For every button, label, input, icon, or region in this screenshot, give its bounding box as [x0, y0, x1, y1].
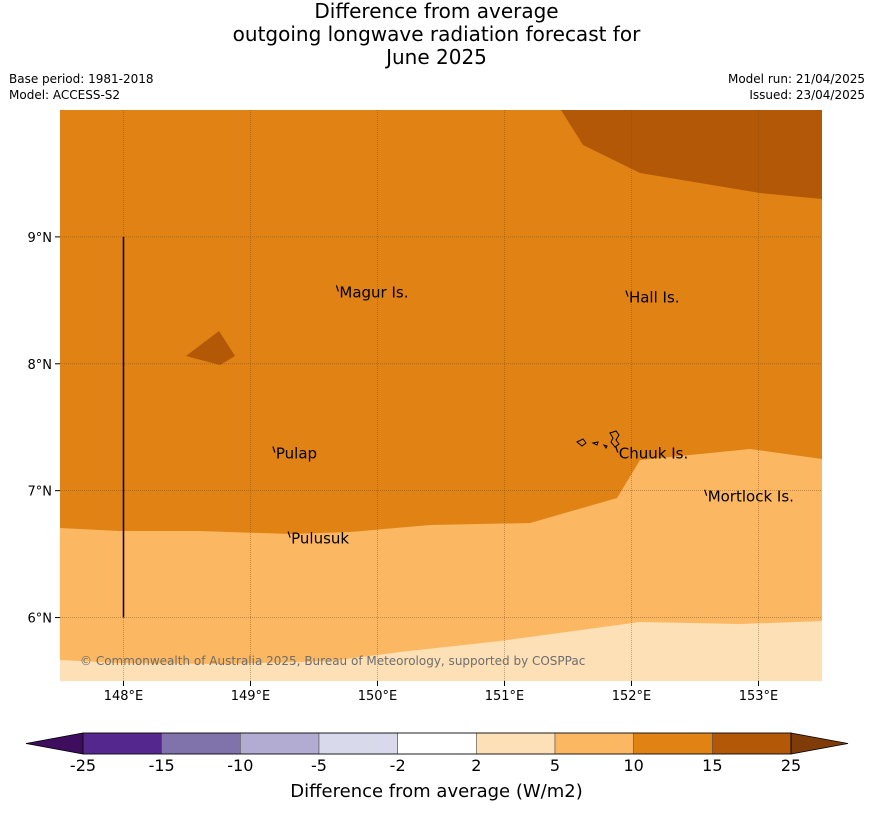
colorbar-tick-label: -10 — [227, 756, 254, 775]
place-label: Chuuk Is. — [619, 445, 688, 463]
colorbar-tick-label: -25 — [69, 756, 97, 775]
colorbar-bin — [318, 732, 398, 755]
lon-tick-label: 148°E — [104, 689, 144, 704]
base-period: Base period: 1981-2018 — [9, 72, 154, 86]
title-line-2: outgoing longwave radiation forecast for — [232, 22, 641, 46]
chuuk-islands-outline — [576, 430, 620, 449]
place-label: Magur Is. — [339, 283, 408, 301]
place-label: Mortlock Is. — [708, 488, 794, 506]
colorbar-tick-label: 25 — [780, 756, 802, 775]
lon-tick-label: 152°E — [612, 689, 652, 704]
island-marker — [615, 446, 619, 453]
colorbar-tick-label: -2 — [389, 756, 406, 775]
model-run-date: Model run: 21/04/2025 — [727, 72, 865, 86]
lat-tick-label: 6°N — [28, 612, 53, 627]
colorbar-tick-label: 5 — [549, 756, 561, 775]
lon-tick-label: 153°E — [739, 689, 779, 704]
colorbar — [25, 732, 849, 755]
place-label: Pulusuk — [291, 530, 349, 548]
colorbar-bin — [82, 732, 162, 755]
colorbar-bin — [554, 732, 634, 755]
island-marker — [704, 489, 708, 496]
island-marker — [287, 531, 291, 538]
island-marker — [625, 290, 629, 297]
colorbar-bin — [397, 732, 477, 755]
colorbar-tick-label: -5 — [311, 756, 327, 775]
lon-tick-label: 149°E — [231, 689, 271, 704]
map-title: Difference from average outgoing longwav… — [0, 0, 873, 69]
colorbar-tick-label: -15 — [148, 756, 175, 775]
colorbar-extend-min — [25, 732, 84, 755]
colorbar-frame — [82, 732, 792, 755]
model-name: Model: ACCESS-S2 — [9, 88, 121, 102]
colorbar-extend-max — [790, 732, 849, 755]
lon-tick-label: 151°E — [485, 689, 525, 704]
lat-tick-label: 8°N — [28, 358, 53, 373]
place-label: Hall Is. — [629, 289, 680, 307]
place-label: Pulap — [276, 445, 317, 463]
lon-tick-label: 150°E — [358, 689, 398, 704]
copyright-credit: © Commonwealth of Australia 2025, Bureau… — [80, 654, 585, 668]
colorbar-bin — [633, 732, 713, 755]
anomaly-patch-15-25 — [186, 331, 235, 365]
lat-tick-label: 7°N — [28, 485, 53, 500]
meta-right: Model run: 21/04/2025 Issued: 23/04/2025 — [728, 71, 865, 103]
colorbar-title: Difference from average (W/m2) — [290, 781, 583, 802]
title-line-1: Difference from average — [314, 0, 559, 23]
meta-left: Base period: 1981-2018 Model: ACCESS-S2 — [9, 71, 154, 103]
lat-tick-label: 9°N — [28, 231, 53, 246]
colorbar-tick-label: 15 — [702, 756, 723, 775]
anomaly-band-15-25 — [561, 110, 822, 199]
title-line-3: June 2025 — [386, 45, 487, 69]
island-marker — [272, 446, 276, 453]
colorbar-tick-label: 2 — [471, 756, 482, 775]
issued-date: Issued: 23/04/2025 — [749, 88, 865, 102]
colorbar-bin — [161, 732, 241, 755]
colorbar-tick-label: 10 — [623, 756, 644, 775]
colorbar-bin — [476, 732, 556, 755]
olr-map: 148°E 149°E 150°E 151°E 152°E 153°E 9°N 8°N 7°N 6… — [28, 110, 822, 704]
colorbar-bin — [712, 732, 792, 755]
island-marker — [335, 285, 339, 292]
colorbar-bin — [240, 732, 320, 755]
